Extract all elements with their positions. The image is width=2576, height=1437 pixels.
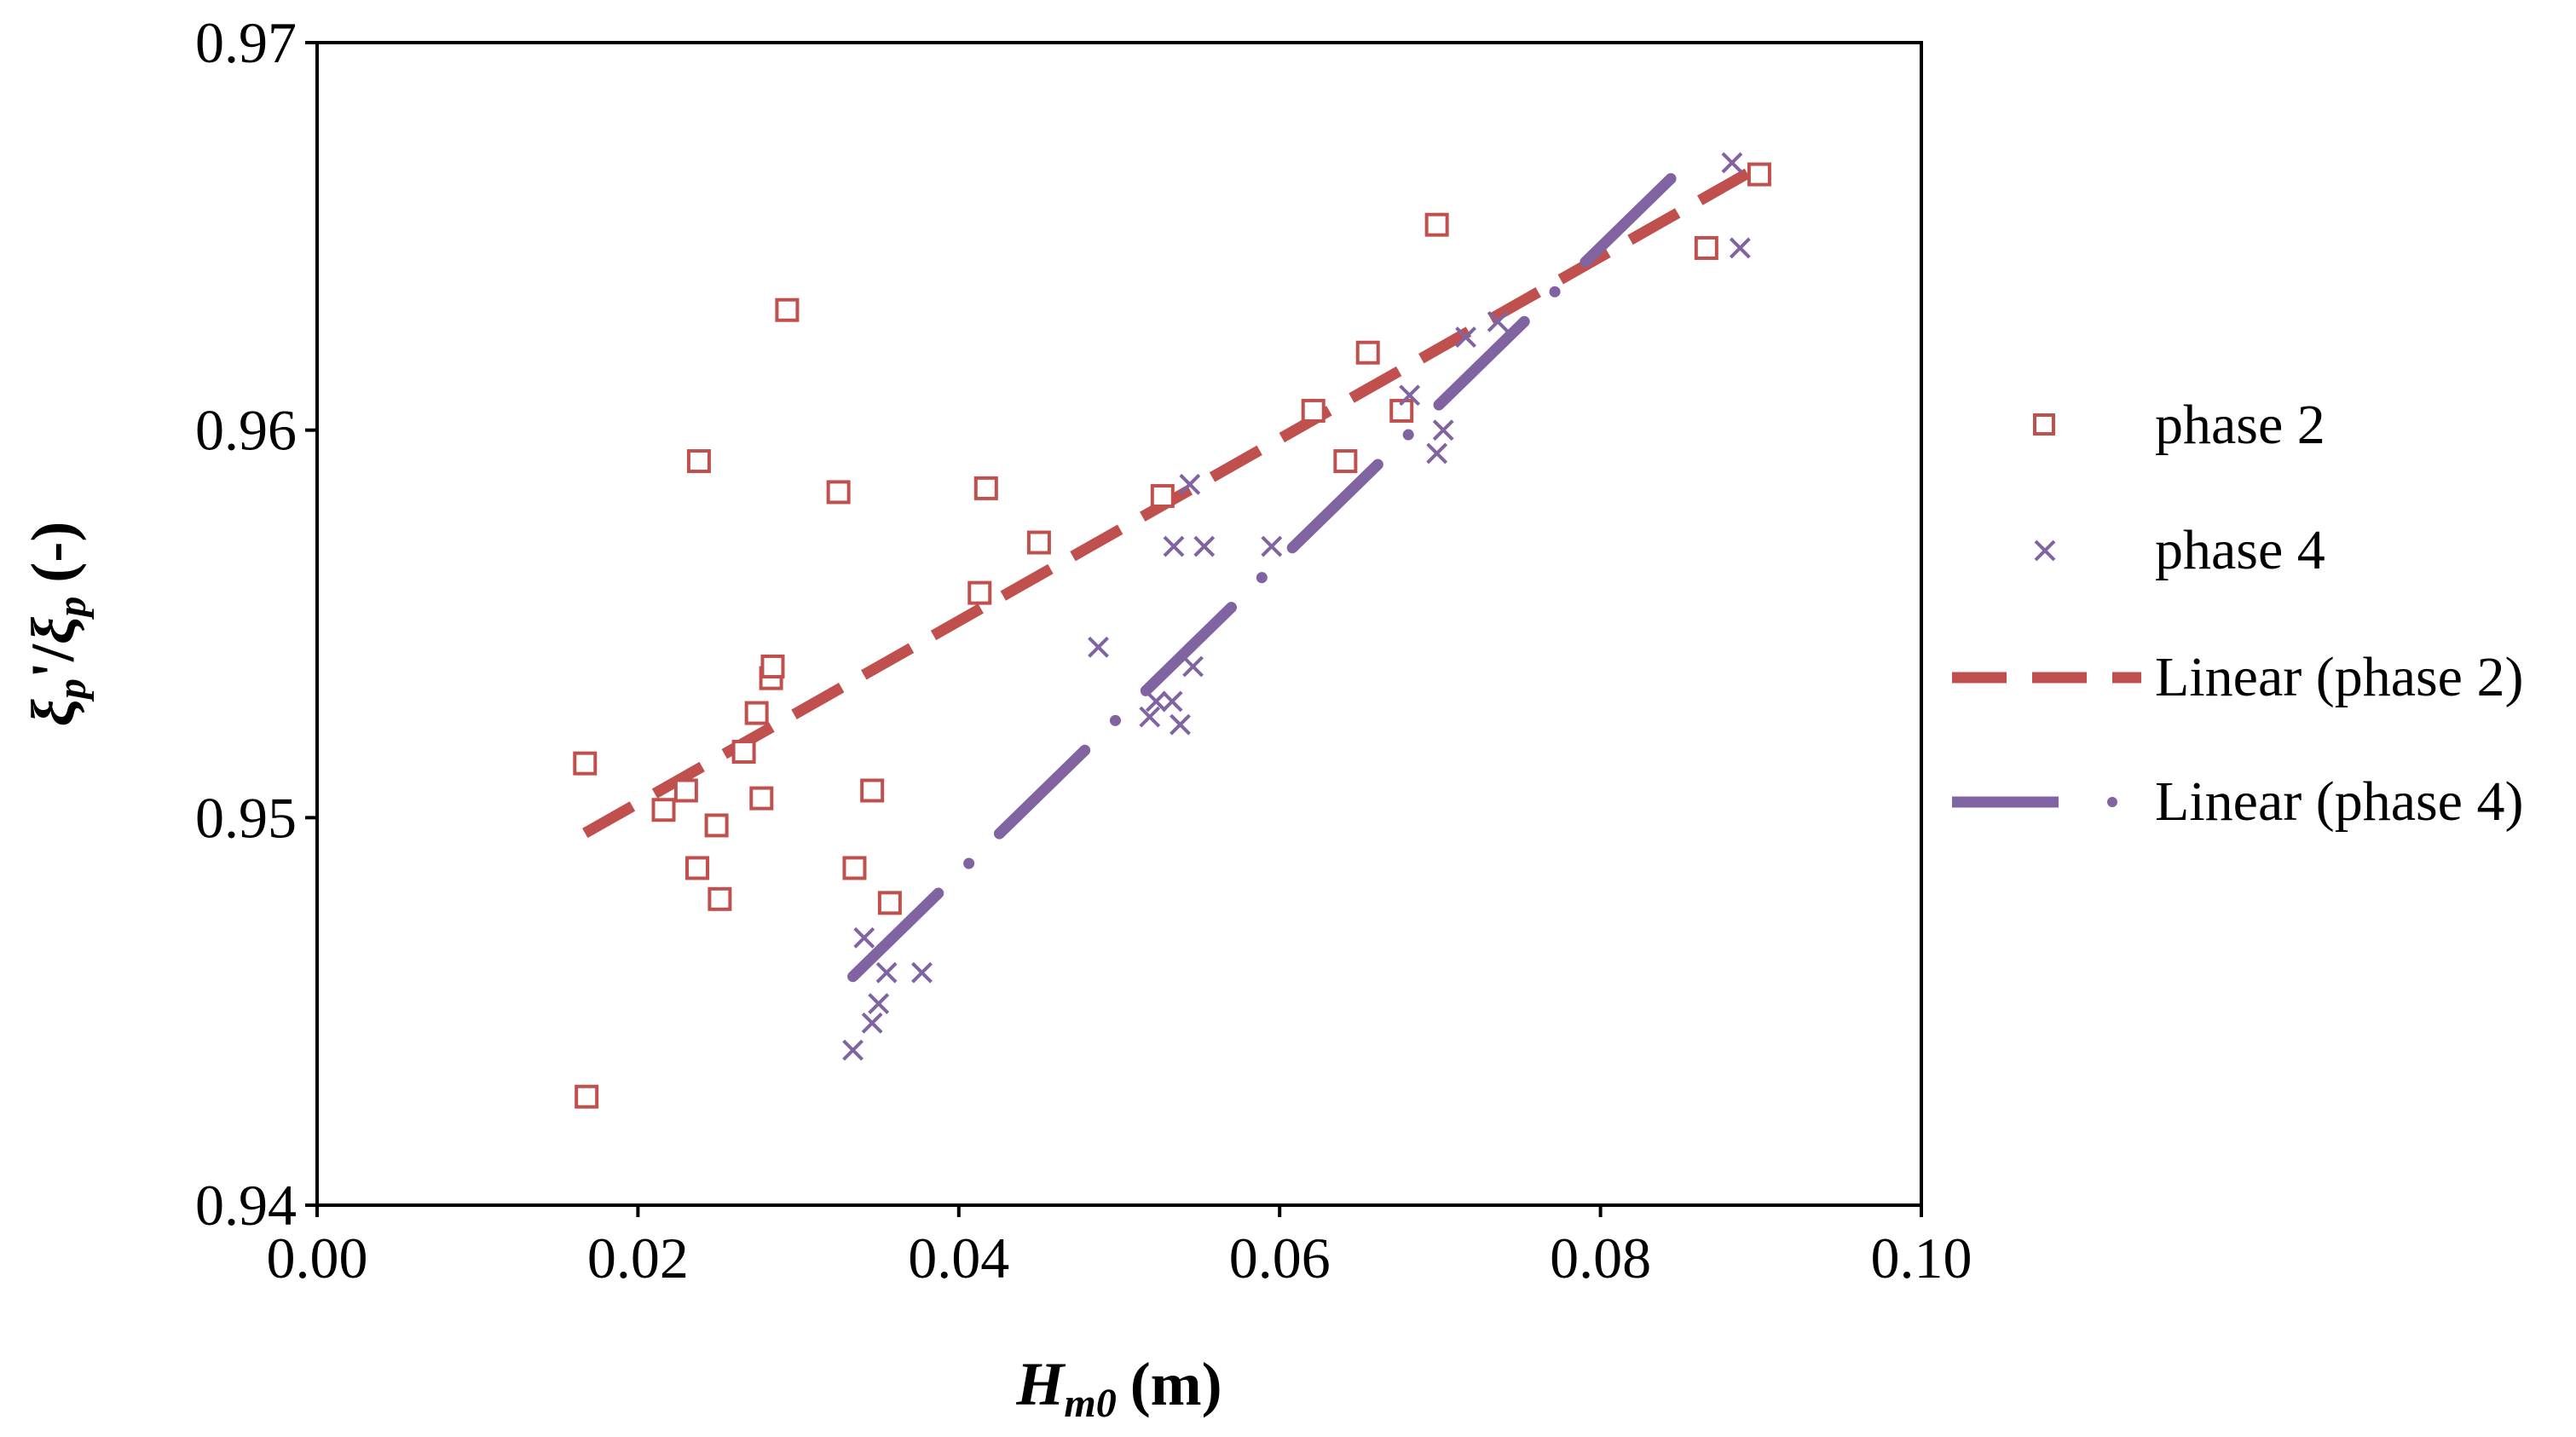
phase-4-point [1432,419,1454,441]
phase-2-point [708,886,732,911]
phase-4-point [1179,473,1201,495]
phase-2-point [775,297,800,322]
phase-4-point [1261,535,1283,557]
x-tick-label: 0.02 [587,1226,689,1290]
phase-2-point [685,856,710,880]
phase-2-point [673,778,698,803]
phase-2-point [731,740,756,765]
phase-4-point [842,1039,864,1061]
data-points [573,152,1771,1109]
phase-2-point [842,856,867,880]
phase-2-point [573,751,598,776]
legend-label-linear-phase-4: Linear (phase 4) [2155,770,2523,833]
x-tick-label: 0.10 [1871,1226,1972,1290]
trendline-linear-phase-4 [847,157,1693,983]
phase-2-point [973,476,998,500]
phase-4-point [1426,442,1448,465]
phase-2-point [1026,530,1051,555]
phase-2-point [1355,340,1380,365]
phase-2-point [1424,212,1449,237]
x-tick-label: 0.00 [267,1226,368,1290]
phase-2-point [651,798,676,822]
phase-4-point [1729,237,1751,259]
y-tick-label: 0.95 [195,785,297,850]
legend-marker-x [2034,540,2056,562]
phase-4-point [868,993,890,1014]
phase-2-point [1301,398,1326,423]
legend-line-dot [2107,797,2117,807]
legend-item-phase-2: phase 2 [2033,394,2325,456]
y-tick-label: 0.96 [195,398,297,463]
y-axis-title: ξp'/ξp(-) [19,522,95,727]
phase-2-point [1694,235,1718,260]
y-tick-label: 0.97 [195,10,297,75]
legend: phase 2 phase 4 Linear (phase 2) Linear … [1952,394,2523,833]
phase-4-point [1455,326,1476,348]
phase-4-point [1182,655,1204,678]
x-axis: 0.00 0.02 0.04 0.06 0.08 0.10 [267,1205,1972,1290]
phase-4-point [1139,706,1161,728]
legend-label-linear-phase-2: Linear (phase 2) [2155,646,2523,708]
phase-2-point [860,778,885,803]
legend-item-phase-4: phase 4 [2034,519,2325,581]
x-tick-label: 0.04 [908,1226,1009,1290]
phase-2-point [1150,483,1175,508]
legend-label-phase-2: phase 2 [2155,394,2325,456]
y-axis: 0.94 0.95 0.96 0.97 [195,10,317,1238]
phase-2-point [877,891,902,915]
phase-4-point [1399,384,1421,407]
phase-4-point [875,961,898,984]
plot-area-frame [315,41,1923,1207]
y-tick-label: 0.94 [195,1173,297,1238]
phase-2-point [744,701,769,725]
phase-4-point [1161,690,1183,713]
phase-2-point [1333,449,1358,474]
x-axis-title: Hm0 (m) [1015,1350,1222,1426]
phase-2-point [760,655,785,679]
trendlines [582,157,1763,983]
x-tick-label: 0.06 [1229,1226,1331,1290]
phase-4-point [1193,535,1216,557]
phase-2-point [749,786,774,811]
phase-4-point [861,1012,883,1034]
x-tick-label: 0.08 [1550,1226,1651,1290]
legend-item-linear-phase-2: Linear (phase 2) [1952,646,2523,708]
phase-4-point [853,926,875,949]
phase-2-point [967,580,992,605]
phase-2-point [826,480,851,505]
phase-2-point [686,449,711,474]
legend-item-linear-phase-4: Linear (phase 4) [1952,770,2523,833]
legend-label-phase-4: phase 4 [2155,519,2325,581]
phase-2-point [1747,162,1771,187]
phase-4-point [1487,310,1509,332]
phase-4-point [1170,713,1191,736]
phase-2-point [1389,398,1414,423]
phase-4-point [1721,152,1743,174]
phase-2-point [575,1084,599,1109]
phase-4-point [1145,690,1167,713]
phase-4-point [1163,535,1185,557]
phase-4-point [911,961,933,984]
phase-4-point [1088,636,1109,658]
phase-2-point [704,813,729,838]
legend-marker-square [2033,413,2055,436]
